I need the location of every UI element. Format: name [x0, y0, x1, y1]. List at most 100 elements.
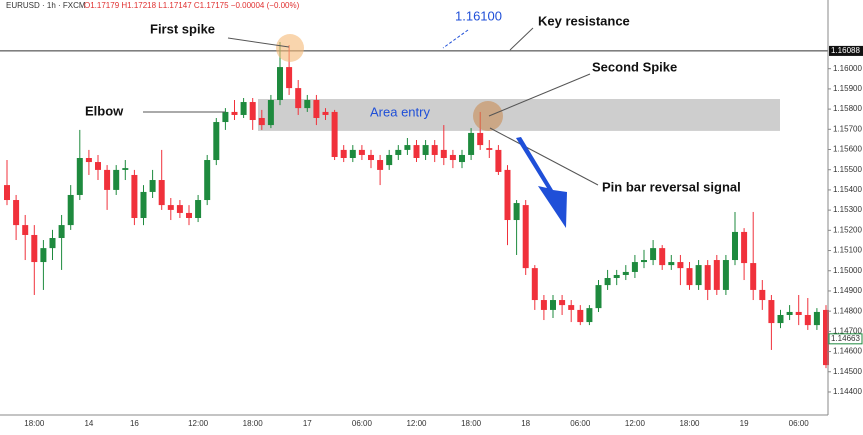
- candle-body: [823, 309, 829, 366]
- candle-body: [741, 231, 748, 264]
- candle-body: [4, 185, 10, 201]
- y-tick-label: 1.15300: [833, 205, 862, 214]
- candle-body: [222, 111, 229, 123]
- candle-body: [777, 314, 784, 324]
- price-tag: [829, 45, 863, 56]
- candle-body: [468, 132, 475, 155]
- highlight-circle: [473, 101, 503, 131]
- candle-body: [213, 122, 220, 161]
- candle-body: [186, 212, 192, 219]
- candle-body: [804, 314, 811, 326]
- candle-body: [577, 309, 584, 323]
- candle-body: [722, 260, 729, 290]
- x-tick-label: 18:00: [679, 419, 700, 428]
- candle-body: [31, 234, 38, 263]
- candle-body: [686, 268, 693, 286]
- x-tick-label: 06:00: [789, 419, 810, 428]
- y-tick-label: 1.15000: [833, 266, 862, 275]
- candle-body: [204, 160, 211, 201]
- x-tick-label: 06:00: [352, 419, 373, 428]
- candle-body: [67, 194, 74, 226]
- candle-body: [158, 180, 165, 206]
- candle-body: [286, 67, 293, 89]
- candle-body: [249, 102, 256, 121]
- annotation: First spike: [150, 21, 215, 36]
- annotation: Second Spike: [592, 59, 677, 74]
- y-tick-label: 1.14400: [833, 387, 862, 396]
- arrow: [516, 137, 567, 228]
- candle-body: [522, 205, 529, 269]
- candle-body: [695, 265, 702, 286]
- candle-body: [386, 154, 393, 166]
- candle-body: [40, 248, 47, 263]
- annotation: 1.16100: [455, 8, 502, 23]
- x-tick-label: 18:00: [24, 419, 45, 428]
- candle-body: [85, 157, 92, 163]
- y-tick-label: 1.14500: [833, 367, 862, 376]
- candle-body: [586, 308, 593, 323]
- y-tick-label: 1.15100: [833, 246, 862, 255]
- candle-body: [377, 160, 384, 170]
- candle-body: [122, 168, 129, 170]
- candle-body: [231, 111, 238, 115]
- candle-body: [477, 132, 484, 146]
- candle-body: [550, 300, 556, 310]
- candle-body: [313, 100, 320, 118]
- leader-line: [442, 29, 469, 49]
- candle-body: [459, 154, 465, 163]
- candle-body: [104, 169, 111, 190]
- candle-body: [713, 260, 720, 290]
- candle-body: [750, 263, 757, 290]
- candle-body: [140, 191, 147, 219]
- candle-body: [76, 157, 83, 195]
- candle-body: [22, 225, 29, 235]
- candle-body: [813, 311, 820, 326]
- candle-body: [304, 100, 311, 109]
- y-tick-label: 1.14900: [833, 286, 862, 295]
- candle-body: [732, 231, 738, 261]
- candle-body: [504, 169, 511, 221]
- candle-body: [149, 180, 156, 192]
- x-tick-label: 12:00: [625, 419, 646, 428]
- y-tick-label: 1.15500: [833, 165, 862, 174]
- annotation: Area entry: [370, 104, 430, 119]
- candle-body: [195, 200, 202, 219]
- y-tick-label: 1.15200: [833, 225, 862, 234]
- x-tick-label: 12:00: [406, 419, 427, 428]
- header-ohlc: O1.17179 H1.17218 L1.17147 C1.17175 −0.0…: [84, 1, 300, 10]
- candle-body: [340, 149, 347, 158]
- annotations: First spike Key resistance 1.16100 Secon…: [85, 8, 741, 228]
- entry-zone: [258, 99, 780, 131]
- x-tick-label: 18:00: [461, 419, 482, 428]
- candle-body: [404, 145, 411, 150]
- candle-body: [677, 262, 684, 269]
- annotation: Elbow: [85, 103, 124, 118]
- candle-body: [540, 300, 547, 310]
- candle-body: [331, 111, 338, 157]
- candle-body: [322, 111, 329, 115]
- y-tick-label: 1.15800: [833, 104, 862, 113]
- x-tick-label: 14: [84, 419, 93, 428]
- y-tick-label: 1.16000: [833, 64, 862, 73]
- x-tick-label: 12:00: [188, 419, 209, 428]
- y-tick-label: 1.14800: [833, 306, 862, 315]
- leader-line: [488, 73, 591, 117]
- candle-body: [659, 248, 666, 266]
- candle-body: [167, 205, 174, 210]
- y-tick-label: 1.14700: [833, 326, 862, 335]
- candle-body: [613, 274, 620, 279]
- y-tick-label: 1.14600: [833, 347, 862, 356]
- candle-body: [531, 268, 538, 301]
- candle-body: [768, 300, 775, 324]
- candle-body: [95, 162, 101, 170]
- annotation: Pin bar reversal signal: [602, 179, 741, 194]
- candle-body: [258, 117, 265, 126]
- candle-body: [131, 174, 138, 219]
- x-tick-label: 18: [521, 419, 530, 428]
- candle-body: [358, 149, 365, 155]
- y-tick-label: 1.15700: [833, 124, 862, 133]
- x-tick-label: 18:00: [243, 419, 264, 428]
- x-tick-label: 06:00: [570, 419, 591, 428]
